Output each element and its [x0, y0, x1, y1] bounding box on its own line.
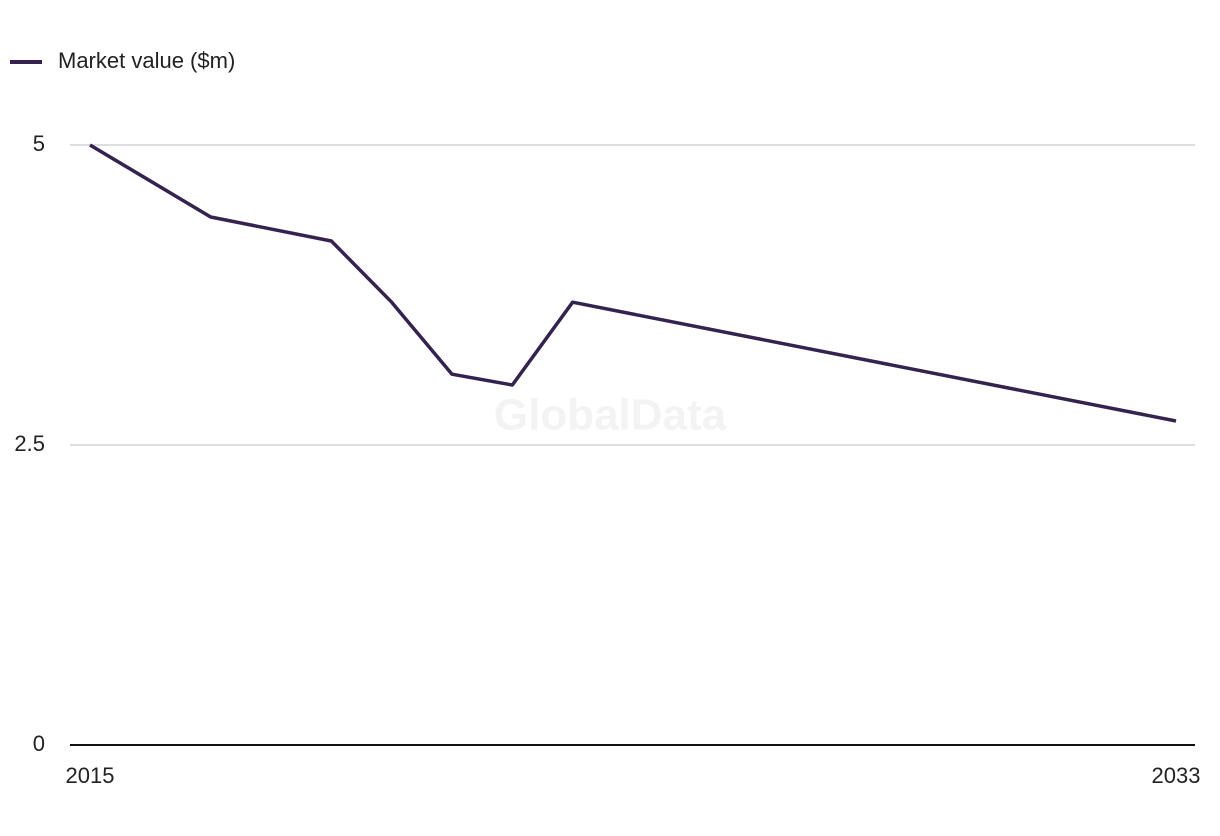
x-tick-label: 2015	[66, 763, 115, 788]
y-tick-label: 5	[33, 131, 45, 156]
y-tick-label: 0	[33, 731, 45, 756]
legend-label: Market value ($m)	[58, 48, 235, 73]
x-tick-label: 2033	[1152, 763, 1201, 788]
watermark: GlobalData	[494, 391, 727, 440]
y-tick-label: 2.5	[14, 431, 45, 456]
line	[89, 143, 1177, 423]
